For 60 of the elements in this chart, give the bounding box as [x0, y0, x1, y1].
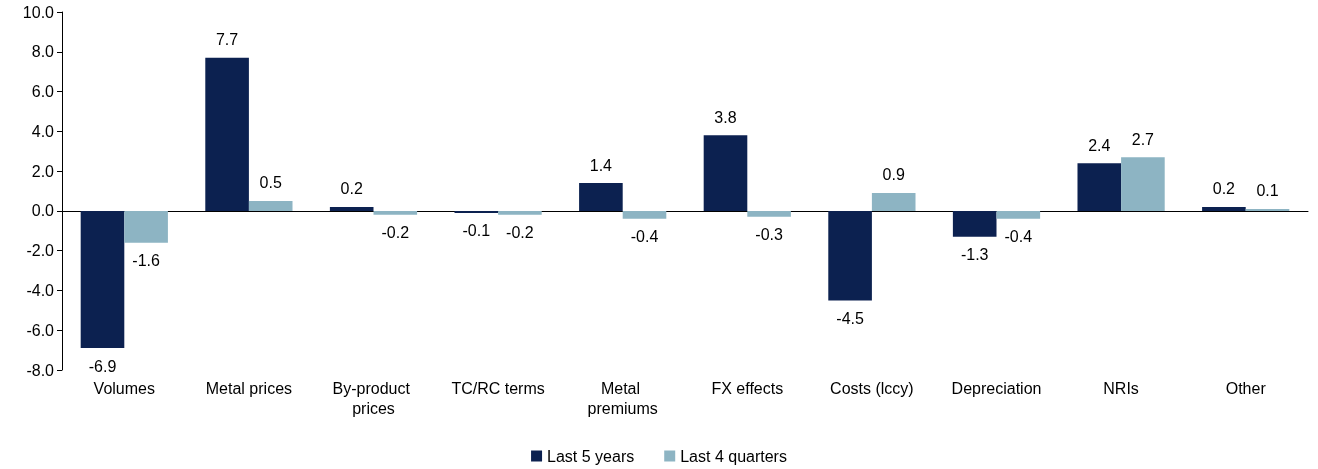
- x-tick-label: Other: [1225, 379, 1267, 397]
- data-label: -0.4: [1004, 228, 1033, 246]
- bar: [828, 210, 872, 301]
- bar: [1202, 206, 1246, 211]
- y-tick-label: 0.0: [31, 202, 55, 220]
- x-tick-label: Costs (lccy): [830, 379, 914, 397]
- y-tick-label: -8.0: [26, 361, 55, 379]
- data-label: -0.2: [381, 224, 410, 242]
- bar: [747, 210, 791, 217]
- y-tick-label: 4.0: [31, 122, 55, 140]
- data-label: -6.9: [88, 357, 117, 375]
- x-tick-label: Volumes: [93, 379, 155, 397]
- data-label: 0.2: [1212, 180, 1236, 198]
- data-label: -0.1: [462, 222, 491, 240]
- bar: [871, 192, 916, 211]
- legend-label: Last 4 quarters: [680, 447, 787, 465]
- data-label: 1.4: [589, 156, 613, 174]
- x-tick-label: Metal prices: [205, 379, 293, 397]
- bar: [248, 200, 293, 211]
- y-tick-label: 2.0: [31, 162, 55, 180]
- y-tick-label: -4.0: [26, 281, 55, 299]
- bar: [329, 206, 374, 211]
- data-label: -0.4: [630, 228, 659, 246]
- bar: [1121, 157, 1165, 211]
- bar: [996, 210, 1041, 219]
- bar: [205, 57, 249, 211]
- data-label: -1.6: [132, 252, 160, 270]
- data-label: -4.5: [836, 309, 864, 327]
- x-tick-label: TC/RC terms: [451, 379, 545, 397]
- y-tick-label: 10.0: [22, 3, 55, 21]
- x-tick-label: By-product prices: [332, 379, 415, 417]
- data-label: 2.4: [1088, 136, 1111, 154]
- data-label: 0.9: [882, 166, 905, 184]
- data-label: 3.8: [714, 108, 737, 126]
- y-tick-label: -2.0: [26, 242, 55, 260]
- bar: [703, 135, 748, 211]
- y-tick-label: 8.0: [31, 43, 55, 61]
- bar: [622, 210, 667, 219]
- bar: [579, 183, 623, 211]
- bar: [373, 210, 418, 215]
- data-label: -0.2: [506, 224, 534, 242]
- bar: [498, 210, 542, 215]
- data-label: 0.5: [259, 174, 282, 192]
- bar: [80, 210, 125, 349]
- data-label: -0.3: [755, 226, 783, 244]
- y-tick-label: 6.0: [31, 83, 55, 101]
- legend-label: Last 5 years: [547, 447, 635, 465]
- y-tick-label: -6.0: [26, 321, 55, 339]
- x-tick-label: Metal premiums: [587, 379, 658, 417]
- x-tick-label: FX effects: [711, 379, 784, 397]
- data-label: -1.3: [960, 246, 989, 264]
- x-tick-label: Depreciation: [951, 379, 1042, 397]
- data-label: 2.7: [1131, 130, 1155, 148]
- data-label: 7.7: [215, 31, 239, 49]
- bar: [952, 210, 997, 237]
- data-label: 0.1: [1256, 182, 1279, 200]
- bar: [124, 210, 168, 243]
- x-tick-label: NRIs: [1103, 379, 1139, 397]
- bar: [1077, 163, 1122, 211]
- data-label: 0.2: [340, 180, 363, 198]
